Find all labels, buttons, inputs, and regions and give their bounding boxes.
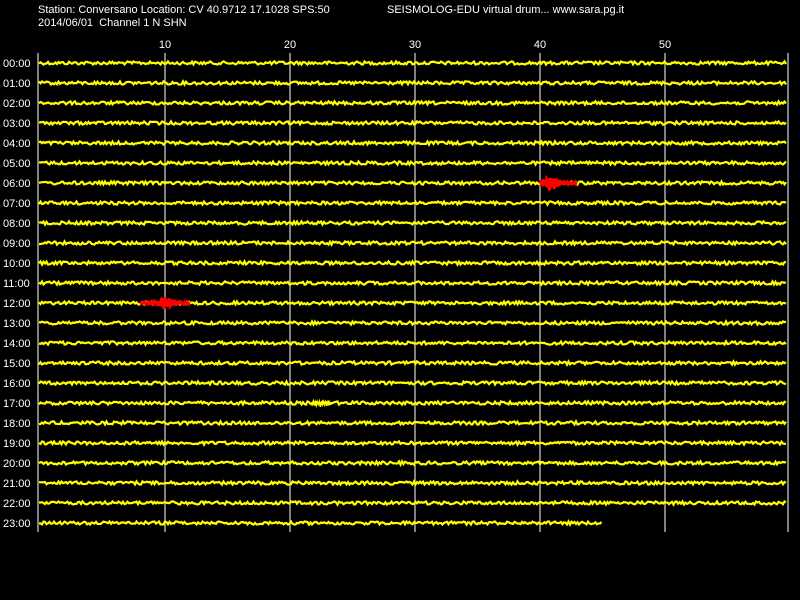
trace-2200 <box>38 499 787 507</box>
hour-label-1500: 15:00 <box>3 358 31 370</box>
hour-label-1600: 16:00 <box>3 378 31 390</box>
minor-burst-1700 <box>310 398 332 409</box>
hour-label-0100: 01:00 <box>3 78 31 90</box>
hour-label-0400: 04:00 <box>3 138 31 150</box>
hour-label-1900: 19:00 <box>3 438 31 450</box>
hour-label-0500: 05:00 <box>3 158 31 170</box>
trace-1800 <box>38 418 787 427</box>
trace-1100 <box>38 279 787 287</box>
x-tick-label-40: 40 <box>534 39 546 51</box>
x-tick-labels: 10 20 30 40 50 <box>159 39 671 51</box>
hour-label-0900: 09:00 <box>3 238 31 250</box>
grid-lines <box>37 53 789 532</box>
trace-1900 <box>38 439 787 447</box>
event-traces <box>139 175 578 310</box>
program-info: SEISMOLOG-EDU virtual drum... www.sara.p… <box>387 4 625 16</box>
trace-0100 <box>38 78 787 87</box>
trace-2300 <box>38 518 603 528</box>
hour-label-0300: 03:00 <box>3 118 31 130</box>
event-trace-1200 <box>139 296 191 310</box>
hour-label-2300: 23:00 <box>3 518 31 530</box>
event-trace-0600 <box>539 175 578 192</box>
station-info: Station: Conversano Location: CV 40.9712… <box>38 4 330 16</box>
trace-0300 <box>38 119 787 127</box>
hour-label-2100: 21:00 <box>3 478 31 490</box>
trace-0400 <box>38 139 787 147</box>
trace-0800 <box>38 219 787 227</box>
trace-2100 <box>38 479 787 487</box>
hour-label-0000: 00:00 <box>3 58 31 70</box>
hour-label-1400: 14:00 <box>3 338 31 350</box>
hour-labels: 00:00 01:00 02:00 03:00 04:00 05:00 06:00 07:00… <box>3 58 31 530</box>
hour-label-0800: 08:00 <box>3 218 31 230</box>
trace-0600 <box>38 179 787 187</box>
trace-1000 <box>38 259 787 267</box>
trace-0200 <box>38 99 787 107</box>
hour-label-0700: 07:00 <box>3 198 31 210</box>
hour-label-0200: 02:00 <box>3 98 31 110</box>
hour-label-1000: 10:00 <box>3 258 31 270</box>
date-channel-info: 2014/06/01 Channel 1 N SHN <box>38 17 187 29</box>
hour-label-1200: 12:00 <box>3 298 31 310</box>
x-tick-label-20: 20 <box>284 39 296 51</box>
x-tick-label-30: 30 <box>409 39 421 51</box>
trace-lines <box>38 59 787 528</box>
trace-1600 <box>38 379 787 387</box>
hour-label-0600: 06:00 <box>3 178 31 190</box>
x-tick-label-50: 50 <box>659 39 671 51</box>
trace-0000 <box>38 59 787 67</box>
hour-label-1700: 17:00 <box>3 398 31 410</box>
trace-0500 <box>38 159 787 167</box>
trace-1700 <box>38 399 787 407</box>
trace-1500 <box>38 358 787 367</box>
hour-label-2200: 22:00 <box>3 498 31 510</box>
hour-label-1800: 18:00 <box>3 418 31 430</box>
hour-label-2000: 20:00 <box>3 458 31 470</box>
trace-0700 <box>38 199 787 207</box>
hour-label-1100: 11:00 <box>3 278 30 290</box>
trace-0900 <box>38 239 787 247</box>
trace-2000 <box>38 459 787 468</box>
trace-1300 <box>38 319 787 327</box>
x-tick-label-10: 10 <box>159 39 171 51</box>
hour-label-1300: 13:00 <box>3 318 31 330</box>
trace-1400 <box>38 339 787 347</box>
